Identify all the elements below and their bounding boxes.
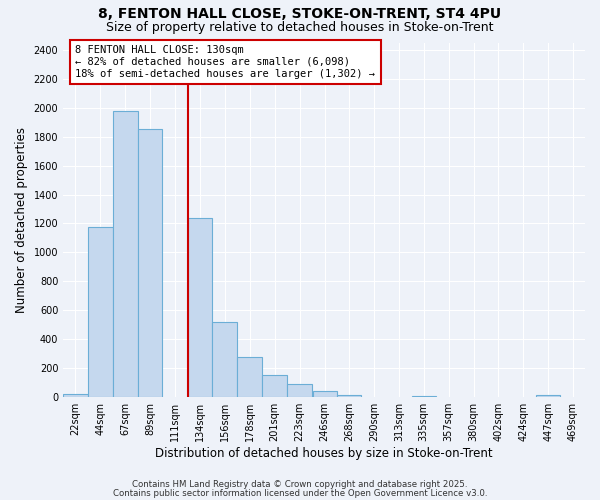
Y-axis label: Number of detached properties: Number of detached properties	[15, 127, 28, 313]
Bar	[287, 384, 312, 397]
Text: Size of property relative to detached houses in Stoke-on-Trent: Size of property relative to detached ho…	[106, 21, 494, 34]
X-axis label: Distribution of detached houses by size in Stoke-on-Trent: Distribution of detached houses by size …	[155, 447, 493, 460]
Text: 8 FENTON HALL CLOSE: 130sqm
← 82% of detached houses are smaller (6,098)
18% of : 8 FENTON HALL CLOSE: 130sqm ← 82% of det…	[76, 46, 376, 78]
Bar	[63, 394, 88, 397]
Bar	[188, 218, 212, 397]
Text: 8, FENTON HALL CLOSE, STOKE-ON-TRENT, ST4 4PU: 8, FENTON HALL CLOSE, STOKE-ON-TRENT, ST…	[98, 8, 502, 22]
Bar	[412, 396, 436, 397]
Bar	[138, 130, 162, 397]
Text: Contains HM Land Registry data © Crown copyright and database right 2025.: Contains HM Land Registry data © Crown c…	[132, 480, 468, 489]
Text: Contains public sector information licensed under the Open Government Licence v3: Contains public sector information licen…	[113, 488, 487, 498]
Bar	[88, 227, 113, 397]
Bar	[212, 322, 236, 397]
Bar	[262, 375, 287, 397]
Bar	[536, 395, 560, 397]
Bar	[337, 395, 361, 397]
Bar	[313, 390, 337, 397]
Bar	[237, 356, 262, 397]
Bar	[113, 112, 137, 397]
